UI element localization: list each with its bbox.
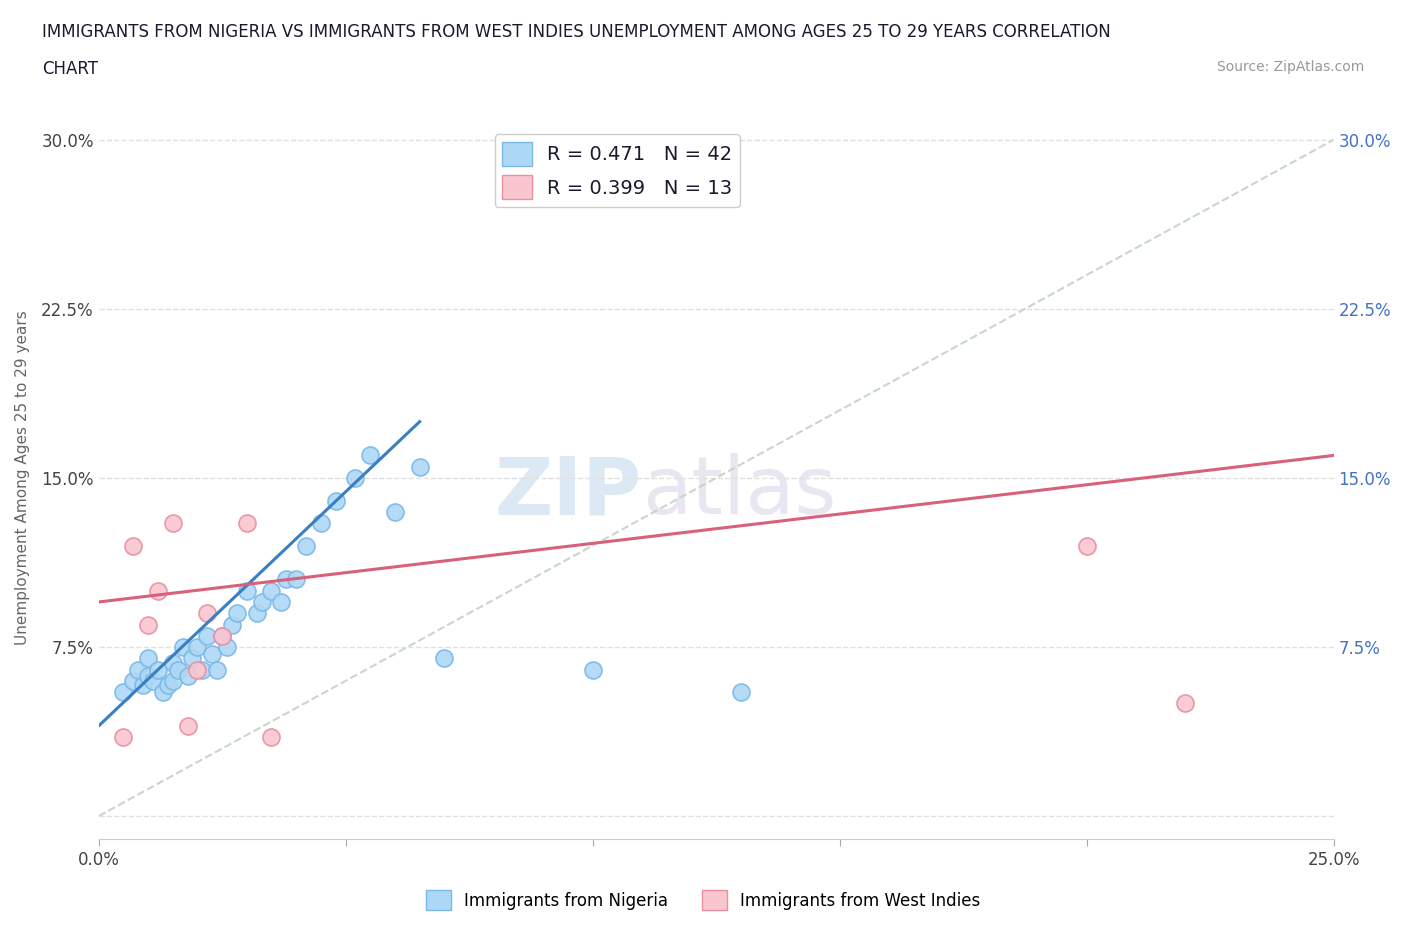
Point (285, 572, 308, 587)
Point (162, 656, 184, 671)
Text: IMMIGRANTS FROM NIGERIA VS IMMIGRANTS FROM WEST INDIES UNEMPLOYMENT AMONG AGES 2: IMMIGRANTS FROM NIGERIA VS IMMIGRANTS FR… (42, 23, 1111, 41)
Point (136, 669, 159, 684)
Legend: R = 0.471   N = 42, R = 0.399   N = 13: R = 0.471 N = 42, R = 0.399 N = 13 (495, 134, 740, 207)
Point (359, 448, 381, 463)
Text: atlas: atlas (643, 454, 837, 531)
Point (172, 640, 194, 655)
Point (195, 605, 218, 620)
Point (122, 538, 145, 553)
Point (122, 673, 145, 688)
Point (186, 640, 208, 655)
Point (112, 684, 135, 699)
Text: ZIP: ZIP (495, 454, 643, 531)
Point (176, 669, 198, 684)
Point (270, 594, 292, 609)
Point (276, 572, 298, 587)
Point (408, 459, 430, 474)
Point (225, 605, 247, 620)
Point (309, 515, 332, 530)
Point (295, 538, 318, 553)
Point (250, 594, 273, 609)
Point (162, 673, 184, 688)
Point (112, 730, 135, 745)
Point (215, 640, 238, 655)
Point (166, 662, 188, 677)
Point (156, 678, 179, 693)
Point (205, 662, 228, 677)
Point (236, 583, 259, 598)
Point (325, 493, 347, 508)
Point (152, 684, 174, 699)
Point (136, 651, 159, 666)
Point (1174, 696, 1197, 711)
Point (136, 618, 159, 632)
Point (142, 673, 165, 688)
Point (195, 629, 218, 644)
Point (581, 662, 603, 677)
Point (186, 662, 208, 677)
Point (127, 662, 149, 677)
Point (211, 629, 233, 644)
Point (176, 719, 198, 734)
Point (384, 504, 406, 519)
Point (211, 629, 233, 644)
Point (1076, 538, 1098, 553)
Point (162, 515, 184, 530)
Text: CHART: CHART (42, 60, 98, 78)
Legend: Immigrants from Nigeria, Immigrants from West Indies: Immigrants from Nigeria, Immigrants from… (419, 884, 987, 917)
Point (191, 662, 214, 677)
Text: Source: ZipAtlas.com: Source: ZipAtlas.com (1216, 60, 1364, 74)
Point (730, 684, 752, 699)
Point (433, 651, 456, 666)
Point (221, 618, 243, 632)
Point (236, 515, 259, 530)
Point (344, 471, 367, 485)
Point (146, 583, 169, 598)
Point (201, 646, 224, 661)
Point (260, 583, 283, 598)
Y-axis label: Unemployment Among Ages 25 to 29 years: Unemployment Among Ages 25 to 29 years (15, 311, 30, 645)
Point (146, 662, 169, 677)
Point (246, 605, 269, 620)
Point (132, 678, 155, 693)
Point (181, 651, 204, 666)
Point (260, 730, 283, 745)
